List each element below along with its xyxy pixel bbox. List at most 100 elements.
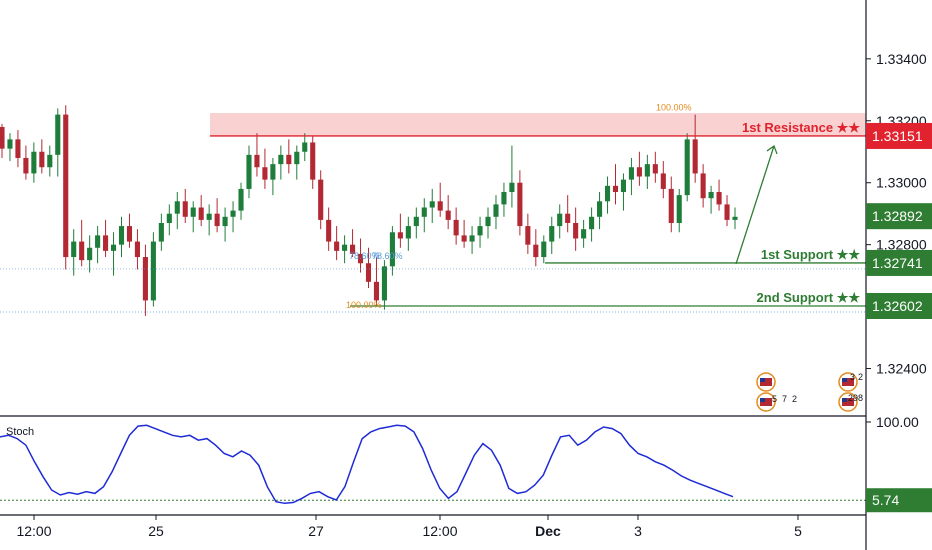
candle: [517, 170, 523, 236]
flag-icon: [760, 398, 772, 406]
candle-body: [158, 222, 164, 242]
price-axis[interactable]: 1.334001.332001.330001.328001.326001.324…: [865, 0, 932, 550]
candle: [389, 226, 395, 276]
candle-body: [142, 257, 148, 301]
candle-body: [198, 207, 204, 220]
flag-canton: [842, 378, 847, 382]
event-count: 298: [848, 393, 863, 403]
candle-body: [294, 151, 300, 165]
candle-body: [230, 210, 236, 217]
candle: [700, 164, 706, 208]
candle-body: [612, 185, 619, 193]
candle: [302, 133, 308, 162]
event-flag-us[interactable]: [756, 372, 776, 392]
candle: [716, 179, 722, 211]
candle: [509, 145, 515, 208]
candle-body: [254, 154, 260, 168]
candle: [477, 216, 483, 248]
time-tick-label: 5: [794, 523, 802, 539]
candle: [501, 182, 507, 217]
candle-body: [405, 226, 411, 239]
candle-body: [676, 195, 682, 223]
candle: [381, 260, 387, 310]
candle-body: [55, 114, 61, 155]
candle: [126, 213, 133, 248]
candle: [342, 235, 348, 264]
candle-body: [318, 179, 324, 220]
candle: [182, 188, 188, 223]
candle: [732, 207, 738, 230]
candle-body: [7, 139, 13, 149]
candle-body: [126, 226, 133, 242]
event-flag-us[interactable]: [756, 392, 776, 412]
price-tag-bg: [866, 249, 932, 276]
candle-body: [517, 182, 523, 227]
candle-body: [95, 235, 101, 248]
event-flag-ca[interactable]: [838, 372, 858, 392]
candle-body: [182, 201, 188, 217]
candle: [47, 145, 53, 177]
flag-canton: [842, 398, 847, 402]
candle-body: [47, 154, 53, 168]
candle-body: [421, 207, 427, 217]
candle: [134, 229, 140, 270]
time-tick-label: 25: [148, 523, 164, 539]
candle: [397, 213, 403, 248]
candle-body: [39, 151, 45, 168]
candle-body: [103, 235, 109, 251]
price-tag-bg: [866, 292, 932, 319]
candle-body: [71, 241, 77, 258]
time-tick-label: 27: [308, 523, 324, 539]
candle-body: [381, 266, 387, 301]
candle-body: [700, 173, 706, 199]
candle: [158, 213, 164, 251]
price-tag-resistance: 1.33151: [866, 122, 932, 149]
price-tag-bg: [866, 122, 932, 149]
candle-body: [206, 213, 212, 220]
candle: [71, 229, 77, 276]
candle: [373, 257, 380, 307]
candle-body: [437, 201, 443, 211]
candle-body: [620, 179, 627, 193]
candle: [87, 235, 93, 273]
event-count: 5: [772, 394, 777, 404]
candle: [612, 164, 619, 205]
candle-body: [326, 219, 332, 242]
candle-body: [110, 244, 117, 251]
candle: [365, 247, 372, 289]
time-axis[interactable]: 12:00 25 27 12:00 Dec 3 5: [0, 514, 866, 539]
candle: [326, 207, 332, 251]
candle-body: [453, 219, 459, 236]
candle-body: [668, 188, 674, 223]
candle-body: [342, 244, 348, 251]
candle: [23, 145, 29, 180]
candle: [190, 201, 196, 233]
candle: [206, 204, 212, 236]
candle: [684, 133, 690, 202]
candle: [110, 232, 117, 276]
candle-body: [310, 142, 316, 180]
candle-body: [63, 114, 69, 258]
candle-body: [589, 216, 595, 230]
candle-body: [118, 226, 125, 245]
candle: [541, 235, 547, 264]
price-tag-label: 1.32602: [872, 298, 923, 314]
candle-body: [557, 213, 563, 227]
candle: [628, 157, 634, 196]
candle-body: [469, 235, 475, 242]
fib-label: 100.00%: [656, 103, 692, 113]
candle-body: [246, 154, 252, 189]
candle-body: [708, 192, 714, 199]
candle: [270, 157, 276, 196]
event-flag-us[interactable]: [838, 392, 858, 412]
candle-body: [350, 244, 356, 254]
candle: [525, 213, 531, 254]
price-tag-support: 1.32602: [866, 292, 932, 319]
candle-body: [724, 204, 730, 220]
price-tag-label: 1.33151: [872, 128, 923, 144]
candle: [708, 185, 714, 214]
candle: [469, 226, 475, 254]
price-tick-label: 1.33400: [876, 51, 927, 67]
